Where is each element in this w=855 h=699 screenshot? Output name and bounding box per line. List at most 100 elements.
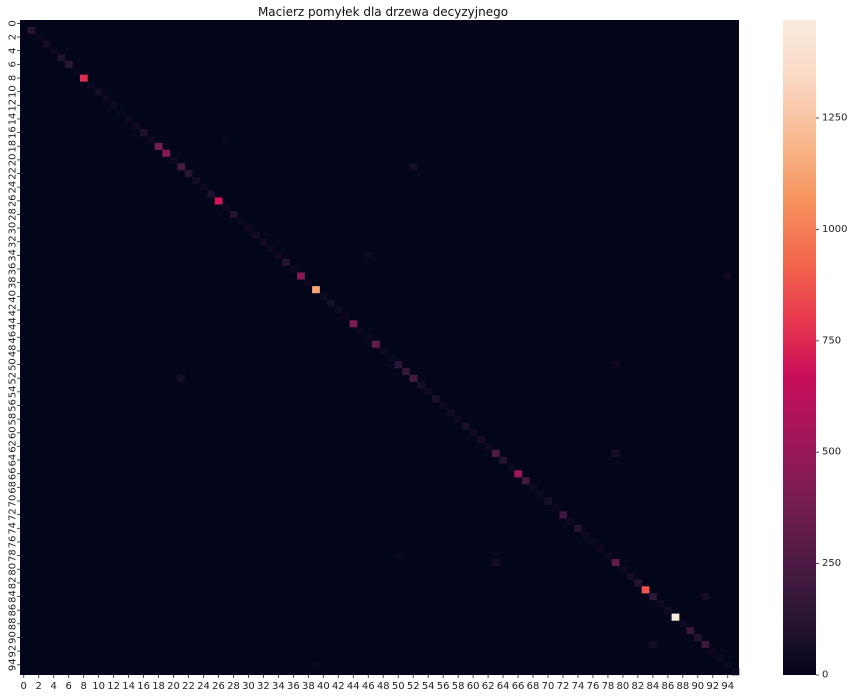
heatmap-cell bbox=[312, 286, 320, 294]
heatmap-cell bbox=[282, 258, 290, 266]
heatmap-cell bbox=[312, 661, 320, 669]
heatmap-cell bbox=[199, 183, 208, 191]
heatmap-cell bbox=[611, 559, 620, 567]
heatmap-cell bbox=[327, 299, 335, 307]
heatmap-cell bbox=[87, 81, 96, 89]
x-tick-label: 16 bbox=[137, 681, 150, 692]
y-tick-label: 42 bbox=[8, 304, 19, 317]
y-tick-label: 12 bbox=[8, 99, 19, 112]
heatmap-cell bbox=[349, 320, 358, 328]
x-tick-label: 54 bbox=[422, 681, 435, 692]
heatmap-cell bbox=[514, 470, 523, 478]
heatmap-cell bbox=[297, 272, 305, 280]
x-tick-label: 80 bbox=[617, 681, 630, 692]
heatmap-cell bbox=[132, 122, 141, 130]
y-tick-label: 60 bbox=[8, 426, 19, 439]
x-tick-label: 24 bbox=[197, 681, 210, 692]
heatmap-cell bbox=[57, 54, 66, 62]
heatmap-cell bbox=[386, 354, 395, 362]
x-tick-label: 28 bbox=[227, 681, 240, 692]
heatmap-cell bbox=[701, 593, 710, 601]
y-tick-label: 54 bbox=[8, 385, 19, 398]
heatmap-cell bbox=[372, 340, 380, 348]
heatmap-cell bbox=[551, 504, 560, 512]
y-tick-label: 18 bbox=[8, 140, 19, 153]
heatmap-cell bbox=[416, 381, 425, 389]
x-tick-label: 72 bbox=[557, 681, 570, 692]
heatmap-cell bbox=[476, 436, 485, 444]
x-tick-label: 48 bbox=[377, 681, 390, 692]
heatmap-cell bbox=[679, 620, 687, 628]
heatmap-cell bbox=[499, 456, 508, 464]
x-tick-label: 50 bbox=[392, 681, 405, 692]
y-tick-label: 92 bbox=[8, 645, 19, 658]
heatmap-cell bbox=[439, 402, 448, 410]
x-tick-label: 90 bbox=[691, 681, 704, 692]
heatmap-cell bbox=[357, 327, 365, 335]
x-tick-label: 56 bbox=[437, 681, 450, 692]
x-tick-label: 84 bbox=[647, 681, 660, 692]
y-tick-label: 58 bbox=[8, 413, 19, 426]
heatmap-cell bbox=[147, 135, 156, 144]
heatmap-cell bbox=[431, 395, 440, 403]
y-tick-label: 66 bbox=[8, 467, 19, 480]
x-tick-label: 8 bbox=[80, 681, 86, 692]
heatmap-cell bbox=[244, 224, 253, 232]
heatmap-cell bbox=[49, 47, 58, 55]
heatmap-cell bbox=[656, 599, 665, 608]
y-tick-label: 82 bbox=[8, 577, 19, 590]
x-tick-label: 40 bbox=[317, 681, 330, 692]
y-tick-label: 32 bbox=[8, 235, 19, 248]
y-tick-label: 48 bbox=[8, 345, 19, 358]
x-tick-label: 0 bbox=[21, 681, 27, 692]
y-tick-label: 40 bbox=[8, 290, 19, 303]
colorbar-ticks: 0 250 500 750 1000 1250 bbox=[816, 113, 847, 681]
y-tick-label: 86 bbox=[8, 604, 19, 617]
x-tick-label: 32 bbox=[257, 681, 270, 692]
x-tick-label: 4 bbox=[51, 681, 57, 692]
y-tick-label: 78 bbox=[8, 549, 19, 562]
heatmap-cell bbox=[521, 477, 530, 485]
heatmap-cell bbox=[267, 245, 275, 253]
heatmap-cell bbox=[544, 497, 553, 505]
y-tick-label: 26 bbox=[8, 194, 19, 207]
heatmap-cell bbox=[109, 101, 118, 109]
colorbar-tick-label: 750 bbox=[822, 335, 841, 346]
heatmap-cell bbox=[274, 251, 283, 260]
heatmap-cell bbox=[566, 518, 575, 526]
x-tick-label: 38 bbox=[302, 681, 315, 692]
x-tick-label: 18 bbox=[152, 681, 165, 692]
y-tick-label: 80 bbox=[8, 563, 19, 576]
heatmap-cell bbox=[484, 443, 493, 451]
x-tick-label: 88 bbox=[676, 681, 689, 692]
x-tick-label: 10 bbox=[92, 681, 105, 692]
heatmap-cell bbox=[641, 586, 650, 594]
x-tick-label: 2 bbox=[36, 681, 42, 692]
y-tick-label: 8 bbox=[8, 75, 19, 81]
heatmap-cell bbox=[379, 347, 388, 355]
x-tick-label: 60 bbox=[467, 681, 480, 692]
colorbar-tick-label: 250 bbox=[822, 558, 841, 569]
heatmap-cell bbox=[491, 449, 500, 457]
heatmap-cell bbox=[139, 129, 148, 137]
heatmap-cell bbox=[394, 552, 403, 560]
y-tick-label: 72 bbox=[8, 508, 19, 521]
heatmap-cell bbox=[574, 524, 583, 533]
heatmap-cell bbox=[117, 108, 126, 116]
heatmap-cell bbox=[319, 292, 328, 301]
y-tick-label: 94 bbox=[8, 658, 19, 671]
heatmap-cell bbox=[124, 115, 133, 123]
heatmap-cell bbox=[222, 204, 231, 212]
y-tick-label: 22 bbox=[8, 167, 19, 180]
heatmap-cell bbox=[626, 572, 635, 580]
heatmap-cell bbox=[559, 511, 568, 519]
heatmap-cell bbox=[724, 661, 732, 669]
y-tick-label: 4 bbox=[8, 48, 19, 54]
y-tick-label: 6 bbox=[8, 61, 19, 67]
heatmap-cell bbox=[424, 388, 433, 396]
heatmap-cell bbox=[229, 211, 238, 219]
heatmap-cell bbox=[454, 415, 463, 423]
heatmap-cell bbox=[259, 238, 268, 246]
heatmap-cell bbox=[506, 463, 515, 471]
y-tick-label: 20 bbox=[8, 154, 19, 167]
